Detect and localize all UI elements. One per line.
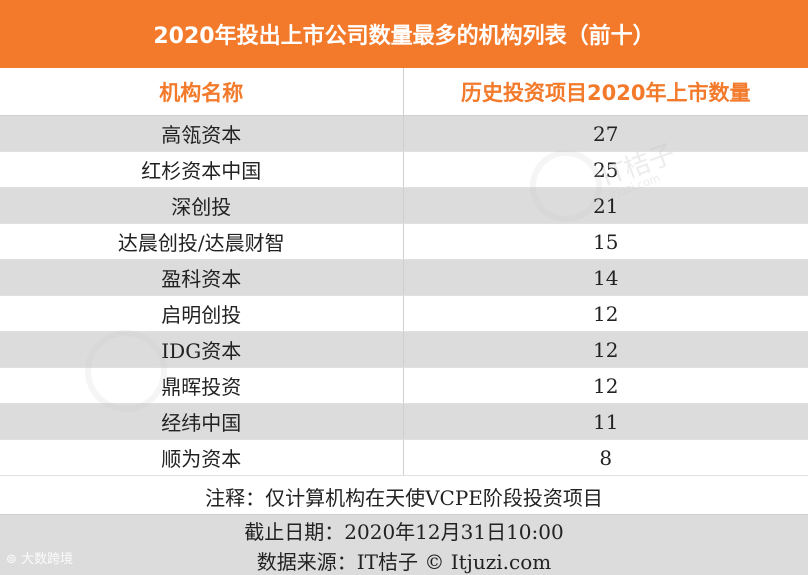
- institution-name: 经纬中国: [0, 403, 403, 440]
- footnote: 注释：仅计算机构在天使VCPE阶段投资项目: [0, 479, 808, 515]
- ipo-count: 11: [402, 403, 808, 440]
- table-row: 盈科资本 14: [0, 259, 808, 296]
- institution-name: 高瓴资本: [0, 115, 403, 152]
- institution-name: 顺为资本: [0, 439, 403, 476]
- ranking-table: 机构名称 历史投资项目2020年上市数量 高瓴资本 27 红杉资本中国 25 深…: [0, 68, 808, 476]
- corner-watermark: ⊚ 大数跨境: [6, 548, 73, 567]
- table-row: 顺为资本 8: [0, 439, 808, 476]
- institution-name: 达晨创投/达晨财智: [0, 223, 403, 260]
- brand-logo-icon: ⊚: [6, 552, 17, 567]
- institution-name: 盈科资本: [0, 259, 403, 296]
- header-institution: 机构名称: [0, 68, 403, 116]
- institution-name: 红杉资本中国: [0, 151, 403, 188]
- ipo-count: 21: [402, 187, 808, 224]
- institution-name: 启明创投: [0, 295, 403, 332]
- data-source: 数据来源：IT桔子 © Itjuzi.com: [256, 549, 552, 574]
- ipo-count: 12: [402, 367, 808, 404]
- table-row: 高瓴资本 27: [0, 115, 808, 152]
- watermark-logo-icon: [85, 330, 167, 412]
- institution-name: 深创投: [0, 187, 403, 224]
- header-row: 机构名称 历史投资项目2020年上市数量: [0, 68, 808, 116]
- ipo-count: 25: [402, 151, 808, 188]
- table-row: IDG资本 12: [0, 331, 808, 368]
- table-title: 2020年投出上市公司数量最多的机构列表（前十）: [0, 0, 808, 68]
- header-ipo-count: 历史投资项目2020年上市数量: [402, 68, 808, 116]
- ipo-count: 14: [402, 259, 808, 296]
- table-row: 达晨创投/达晨财智 15: [0, 223, 808, 260]
- footer: 截止日期：2020年12月31日10:00 数据来源：IT桔子 © Itjuzi…: [0, 515, 808, 575]
- watermark-logo-icon: [530, 150, 602, 222]
- table-row: 经纬中国 11: [0, 403, 808, 440]
- table-row: 红杉资本中国 25: [0, 151, 808, 188]
- corner-brand-text: 大数跨境: [21, 552, 74, 567]
- institution-name: 鼎晖投资: [0, 367, 403, 404]
- ipo-count: 12: [402, 331, 808, 368]
- table-row: 深创投 21: [0, 187, 808, 224]
- table-row: 鼎晖投资 12: [0, 367, 808, 404]
- ipo-count: 15: [402, 223, 808, 260]
- ipo-count: 27: [402, 115, 808, 152]
- cutoff-date: 截止日期：2020年12月31日10:00: [244, 519, 564, 544]
- institution-name: IDG资本: [0, 331, 403, 368]
- ipo-count: 8: [402, 439, 808, 476]
- ipo-count: 12: [402, 295, 808, 332]
- table-row: 启明创投 12: [0, 295, 808, 332]
